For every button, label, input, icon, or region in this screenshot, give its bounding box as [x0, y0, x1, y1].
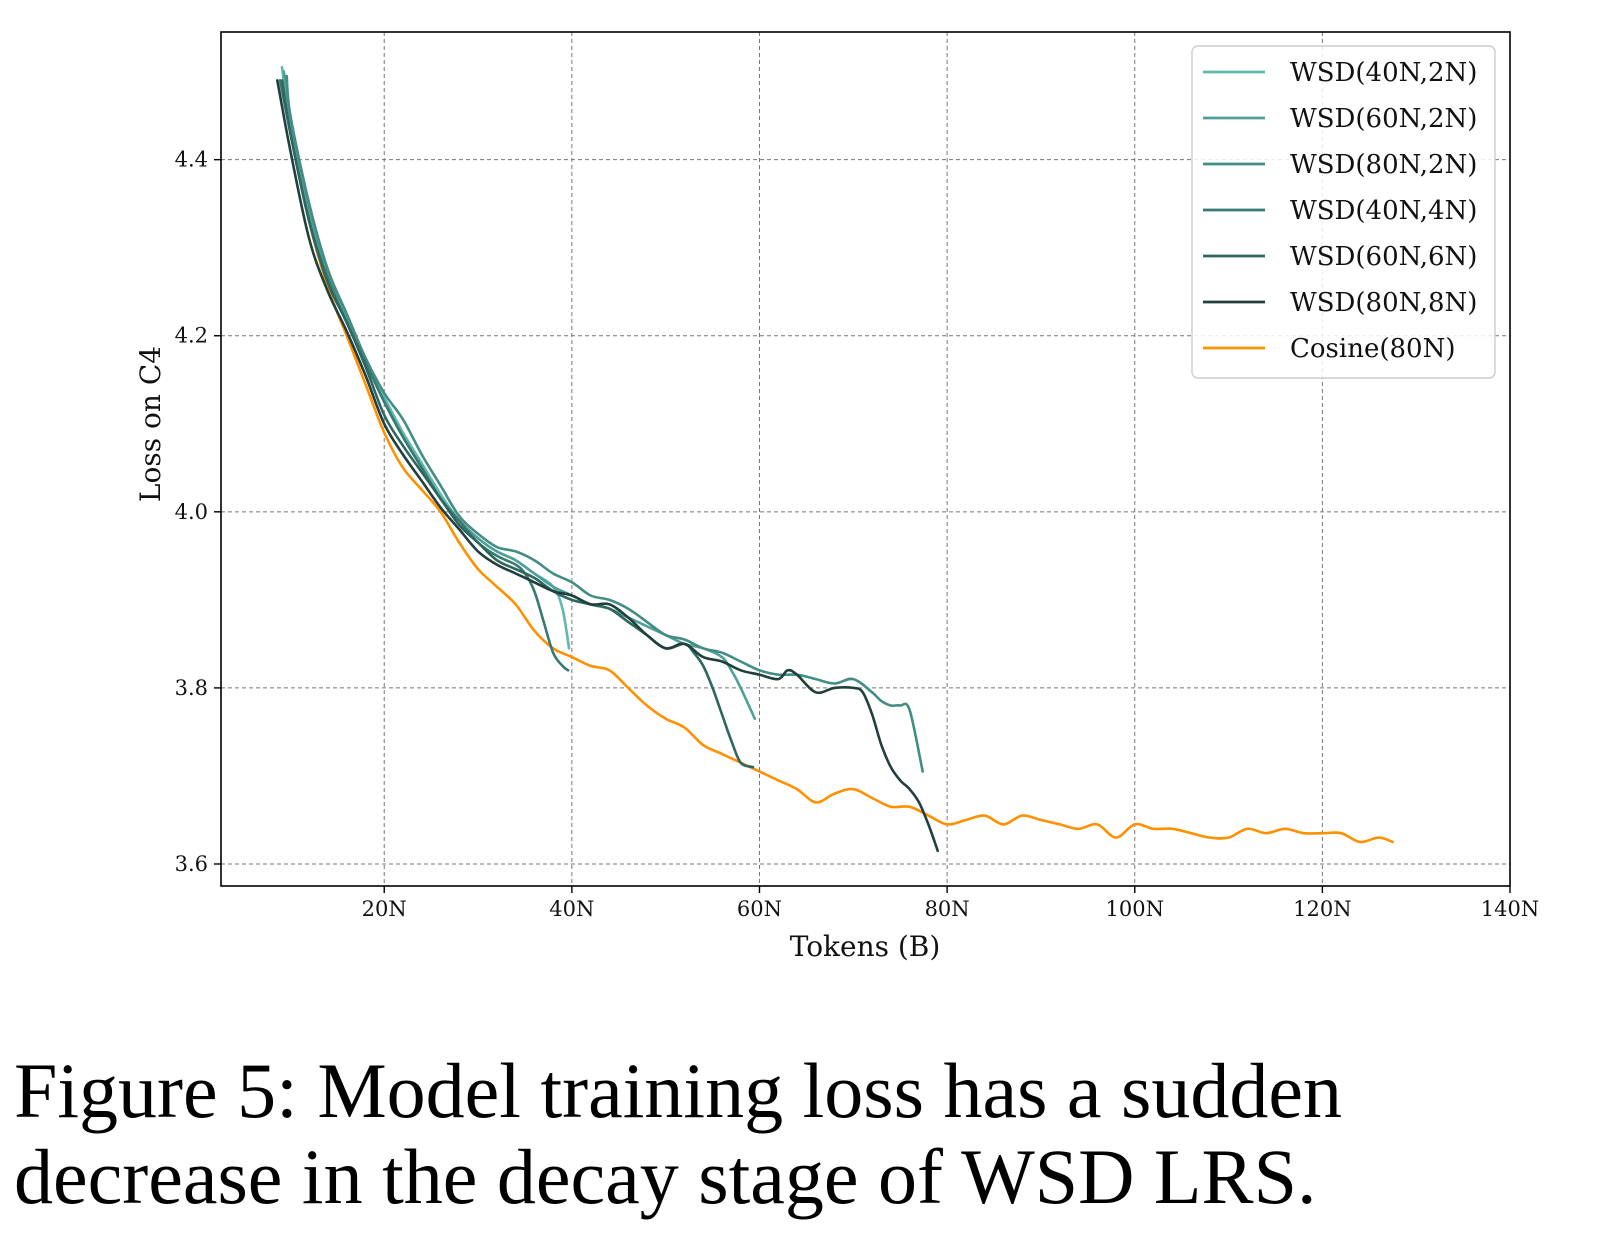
x-tick-label: 60N [737, 897, 782, 921]
legend-label: Cosine(80N) [1290, 334, 1455, 364]
y-tick-label: 4.0 [175, 500, 208, 524]
series-line-cosine-80n [283, 74, 1394, 844]
y-tick-label: 3.8 [175, 676, 208, 700]
legend-label: WSD(40N,4N) [1290, 196, 1477, 226]
x-tick-label: 80N [925, 897, 970, 921]
series-line-wsd-60n-2n [282, 70, 757, 720]
series-line-wsd-40n-4n [278, 79, 570, 672]
series-line-wsd-80n-2n [285, 74, 924, 773]
x-tick-label: 40N [549, 897, 594, 921]
x-tick-label: 140N [1481, 897, 1539, 921]
series-line-wsd-60n-6n [280, 79, 755, 769]
series-line-wsd-40n-2n [280, 65, 571, 650]
legend-label: WSD(80N,8N) [1290, 288, 1477, 318]
figure-caption: Figure 5: Model training loss has a sudd… [14, 1047, 1343, 1220]
legend-label: WSD(60N,2N) [1290, 104, 1477, 134]
y-tick-label: 4.4 [175, 148, 208, 172]
y-axis-title: Loss on C4 [134, 346, 167, 502]
legend-box [1191, 45, 1496, 379]
y-tick-label: 4.2 [175, 324, 208, 348]
y-tick-label: 3.6 [175, 852, 208, 876]
legend: WSD(40N,2N) WSD(60N,2N) WSD(80N,2N) WSD(40N… [1191, 45, 1496, 379]
legend-label: WSD(60N,6N) [1290, 242, 1477, 272]
plot-frame [220, 31, 1511, 887]
legend-label: WSD(80N,2N) [1290, 150, 1477, 180]
x-tick-label: 120N [1293, 897, 1351, 921]
line-chart: 20N 40N 60N 80N 100N 120N 140N3.63.84.04.24.4 … [134, 31, 1540, 963]
axis-ticks: 20N 40N 60N 80N 100N 120N 140N 3.6 3.8 4.0 4.2 4.4 [175, 148, 1540, 921]
legend-label: WSD(40N,2N) [1290, 58, 1477, 88]
x-axis-title: Tokens (B) [790, 930, 941, 963]
x-tick-label: 20N [362, 897, 407, 921]
series-lines [276, 65, 1394, 853]
x-tick-label: 100N [1106, 897, 1164, 921]
series-line-wsd-80n-8n [276, 79, 939, 853]
